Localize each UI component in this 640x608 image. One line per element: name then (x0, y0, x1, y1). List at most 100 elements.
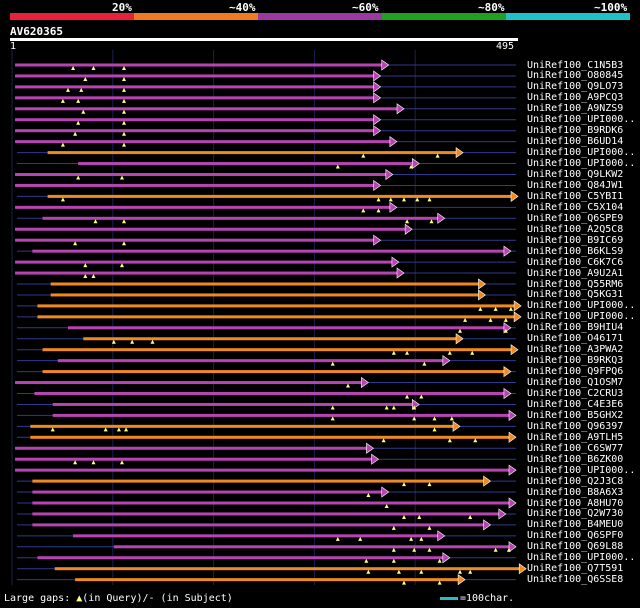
hit-label[interactable]: UniRef100_Q6SSE8 (527, 574, 624, 586)
hit-label[interactable]: UniRef100_UPI000.. (527, 311, 636, 323)
hit-label[interactable]: UniRef100_B9RKQ3 (527, 355, 624, 367)
hit-label[interactable]: UniRef100_B5GHX2 (527, 409, 624, 421)
hit-arrow (373, 234, 382, 246)
hit-label[interactable]: UniRef100_Q9FPQ6 (527, 366, 624, 378)
hit-arrow (389, 201, 398, 213)
hit-label[interactable]: UniRef100_A9U2A1 (527, 267, 624, 279)
gap-marker (122, 76, 126, 81)
gap-marker (122, 219, 126, 224)
hit-label[interactable]: UniRef100_Q6SPE9 (527, 212, 624, 224)
scale-bar-60 (258, 13, 382, 20)
hit-label[interactable]: UniRef100_A9PCQ3 (527, 92, 624, 104)
hit-row (17, 355, 516, 367)
hit-label[interactable]: UniRef100_B4MEU0 (527, 519, 624, 531)
gap-marker (419, 569, 424, 574)
hit-bar (32, 490, 383, 494)
hit-label[interactable]: UniRef100_Q69L88 (527, 541, 624, 553)
hit-row (17, 322, 516, 334)
hit-bar (15, 183, 375, 187)
hit-label[interactable]: UniRef100_B6KLS9 (527, 245, 624, 257)
hit-label[interactable]: UniRef100_Q7T591 (527, 563, 624, 575)
hit-bar (15, 107, 399, 111)
hit-label[interactable]: UniRef100_A9TLH5 (527, 431, 624, 443)
hit-label[interactable]: UniRef100_B6UD14 (527, 136, 624, 148)
gap-marker (76, 120, 81, 125)
hit-label[interactable]: UniRef100_O46171 (527, 333, 624, 345)
hit-label[interactable]: UniRef100_Q2W730 (527, 508, 624, 520)
query-start: 1 (10, 41, 17, 52)
gap-marker (83, 263, 88, 268)
gap-marker (381, 438, 386, 443)
hit-row (17, 344, 519, 356)
hit-bar (15, 227, 407, 231)
hit-label[interactable]: UniRef100_UPI000.. (527, 552, 636, 564)
hit-label[interactable]: UniRef100_Q84JW1 (527, 179, 624, 191)
hit-label[interactable]: UniRef100_O80845 (527, 70, 624, 82)
hit-label[interactable]: UniRef100_C2CRU3 (527, 388, 624, 399)
hit-label[interactable]: UniRef100_C5YBI1 (527, 190, 624, 202)
hit-arrow (373, 81, 382, 93)
hit-arrow (478, 289, 486, 301)
hit-arrow (518, 563, 527, 575)
hit-label[interactable]: UniRef100_Q9LKW2 (527, 169, 624, 180)
hit-label[interactable]: UniRef100_C1N5B3 (527, 59, 624, 71)
hit-label[interactable]: UniRef100_Q5KG31 (527, 289, 624, 301)
gap-marker (405, 394, 410, 399)
hit-label[interactable]: UniRef100_UPI000.. (527, 464, 636, 476)
hit-bar (37, 304, 516, 308)
hit-bar (37, 556, 444, 560)
hit-arrow (508, 497, 517, 509)
hit-label[interactable]: UniRef100_UPI000.. (527, 147, 636, 159)
hit-row (17, 333, 516, 345)
hit-label[interactable]: UniRef100_A3PWA2 (527, 344, 624, 356)
hit-label[interactable]: UniRef100_A9NZS9 (527, 103, 624, 115)
hit-label[interactable]: UniRef100_C4E3E6 (527, 398, 624, 410)
hit-label[interactable]: UniRef100_Q55RM6 (527, 278, 624, 290)
hit-label[interactable]: UniRef100_A8HU70 (527, 497, 624, 509)
gap-marker (130, 339, 135, 344)
hit-arrow (508, 431, 517, 443)
hit-label[interactable]: UniRef100_Q96397 (527, 420, 624, 432)
hit-row (15, 442, 516, 454)
hit-label[interactable]: UniRef100_Q1OSM7 (527, 377, 624, 389)
gap-marker (463, 317, 468, 322)
scale-bar-40 (134, 13, 258, 20)
hit-label[interactable]: UniRef100_B8A6X3 (527, 486, 624, 498)
hit-row (15, 81, 516, 93)
hit-label[interactable]: UniRef100_UPI000.. (527, 114, 636, 126)
gap-marker (427, 197, 432, 202)
gap-marker (468, 569, 473, 574)
hit-label[interactable]: UniRef100_B9IC69 (527, 234, 624, 246)
hit-arrow (503, 366, 512, 378)
hit-bar (50, 293, 480, 297)
gap-marker (412, 547, 417, 552)
hit-label[interactable]: UniRef100_Q9LO73 (527, 81, 624, 93)
hit-row (17, 574, 516, 586)
hit-row (15, 453, 516, 465)
hit-label[interactable]: UniRef100_B6ZK00 (527, 453, 624, 465)
hit-label[interactable]: UniRef100_A2Q5C8 (527, 223, 624, 235)
hit-row (15, 168, 516, 181)
gap-marker (415, 197, 420, 202)
hit-label[interactable]: UniRef100_B9HIU4 (527, 322, 624, 334)
hit-label[interactable]: UniRef100_Q6SPF0 (527, 530, 624, 542)
hit-row (17, 409, 517, 421)
gap-marker (432, 427, 437, 432)
gap-marker (396, 569, 401, 574)
hit-label[interactable]: UniRef100_Q2J3C8 (527, 475, 624, 487)
hit-label[interactable]: UniRef100_C6SW77 (527, 442, 624, 454)
gap-marker (402, 514, 406, 519)
gap-marker (391, 350, 396, 355)
hit-bar (15, 85, 375, 89)
hit-arrow (455, 147, 464, 159)
hit-label[interactable]: UniRef100_C5X104 (527, 201, 624, 213)
hit-label[interactable]: UniRef100_UPI000.. (527, 300, 636, 312)
gap-marker (402, 482, 406, 487)
hit-row (15, 114, 516, 126)
hit-row (17, 300, 522, 312)
hit-label[interactable]: UniRef100_UPI000.. (527, 158, 636, 170)
hit-label[interactable]: UniRef100_C6K7C6 (527, 256, 624, 268)
gap-marker (91, 66, 96, 70)
hit-row (17, 190, 519, 202)
hit-label[interactable]: UniRef100_B9RDK6 (527, 125, 624, 137)
